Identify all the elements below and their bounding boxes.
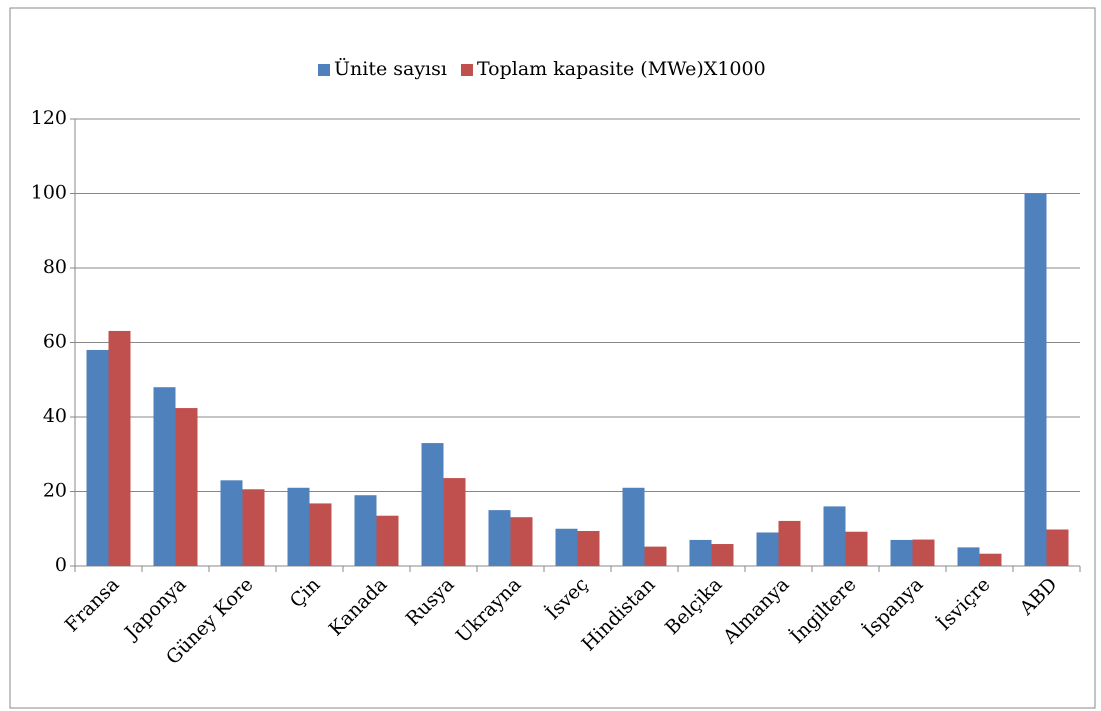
bar	[912, 539, 935, 566]
bar	[890, 539, 913, 566]
bar	[354, 495, 377, 566]
bar	[711, 544, 734, 566]
bar	[153, 387, 176, 566]
bar	[957, 547, 980, 566]
bar	[443, 478, 466, 566]
y-tick-label: 0	[55, 554, 67, 576]
bar	[242, 489, 265, 566]
x-tick-label: Hindistan	[577, 574, 659, 656]
x-tick-label: İspanya	[858, 573, 927, 642]
legend-label: Toplam kapasite (MWe)X1000	[477, 58, 766, 80]
bar	[488, 510, 511, 566]
x-tick-label: Çin	[286, 574, 325, 613]
y-tick-label: 80	[43, 256, 67, 278]
bar	[979, 553, 1002, 566]
bar	[1046, 529, 1069, 566]
x-tick-label: İngiltere	[785, 573, 860, 648]
x-tick-label: Kanada	[325, 574, 392, 641]
x-tick-label: Ukrayna	[452, 574, 526, 648]
bar	[510, 517, 533, 566]
bar	[220, 480, 243, 566]
x-tick-label: Rusya	[402, 574, 459, 631]
bar	[86, 349, 109, 566]
y-tick-label: 40	[43, 405, 67, 427]
legend-label: Ünite sayısı	[334, 57, 447, 80]
bar	[622, 487, 645, 566]
y-tick-label: 20	[43, 480, 67, 502]
bar	[577, 530, 600, 566]
bar	[287, 487, 310, 566]
x-tick-label: İsviçre	[932, 573, 994, 635]
bar	[108, 330, 131, 566]
chart-frame	[9, 7, 1096, 709]
bar	[644, 546, 667, 566]
bar	[309, 503, 332, 566]
x-tick-label: Almanya	[718, 574, 793, 649]
y-tick-label: 120	[31, 107, 67, 129]
legend-swatch	[460, 64, 473, 76]
x-tick-label: ABD	[1015, 574, 1062, 621]
bar	[756, 532, 779, 566]
bar	[823, 506, 846, 566]
bar	[689, 539, 712, 566]
x-tick-label: Fransa	[61, 574, 124, 637]
x-tick-label: Belçika	[661, 574, 727, 640]
bar	[376, 515, 399, 566]
bar	[175, 408, 198, 566]
bar	[421, 443, 444, 566]
bar	[1024, 193, 1047, 566]
bar	[845, 531, 868, 566]
y-tick-label: 100	[31, 182, 67, 204]
x-tick-label: Japonya	[119, 574, 190, 645]
bar	[778, 520, 801, 566]
legend-swatch	[318, 64, 330, 76]
x-tick-label: İsveç	[541, 573, 593, 625]
bar	[555, 528, 578, 566]
y-tick-label: 60	[43, 331, 67, 353]
